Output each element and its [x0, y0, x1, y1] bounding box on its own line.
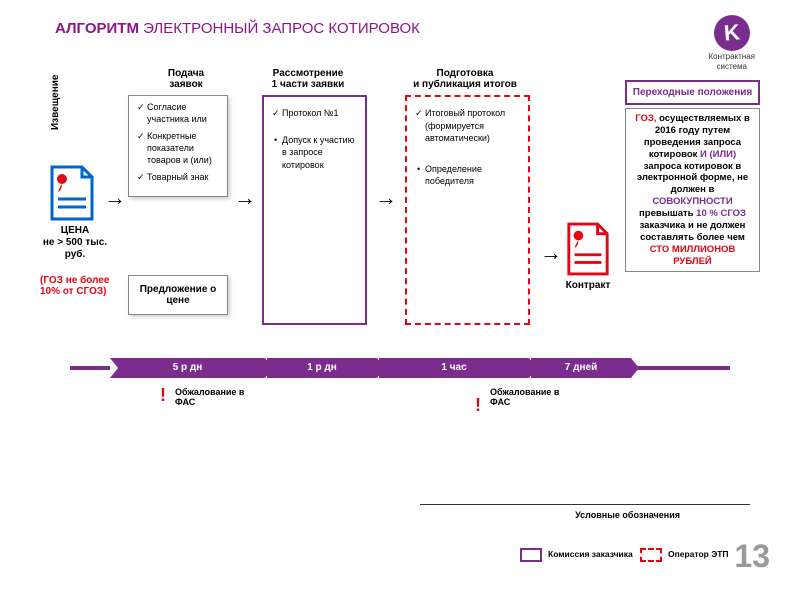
- review-item: Протокол №1: [272, 107, 357, 120]
- legend-item-1: Комиссия заказчика: [520, 548, 633, 562]
- arrow-icon: →: [234, 185, 256, 211]
- legend-swatch-red: [640, 548, 662, 562]
- legend-swatch-purple: [520, 548, 542, 562]
- contract-document-icon: [565, 222, 611, 276]
- price-block: ЦЕНА не > 500 тыс. руб.: [40, 225, 110, 261]
- results-item: Итоговый протокол (формируется автоматич…: [415, 107, 520, 145]
- stage-header-2: Рассмотрение1 части заявки: [258, 68, 358, 90]
- notice-document-icon: [48, 165, 96, 221]
- arrow-icon: →: [104, 185, 126, 211]
- timeline-line: [70, 366, 110, 370]
- timeline-line: [631, 366, 730, 370]
- tb-t1: ГОЗ,: [635, 113, 656, 124]
- vertical-label: Извещение: [50, 75, 61, 130]
- title-rest: ЭЛЕКТРОННЫЙ ЗАПРОС КОТИРОВОК: [143, 20, 420, 37]
- title-bold: АЛГОРИТМ: [55, 20, 139, 37]
- timeline-seg-3: 1 час: [379, 358, 529, 378]
- logo: K Контрактная система: [708, 15, 755, 71]
- apply-item: Товарный знак: [137, 172, 221, 184]
- transitional-title-box: Переходные положения: [625, 80, 760, 105]
- results-item: Определение победителя: [415, 163, 520, 188]
- price-value: не > 500 тыс. руб.: [40, 237, 110, 261]
- exclamation-icon: !: [160, 385, 166, 406]
- transitional-body: ГОЗ, осуществляемых в 2016 году путем пр…: [625, 108, 760, 272]
- page-title: АЛГОРИТМ ЭЛЕКТРОННЫЙ ЗАПРОС КОТИРОВОК: [55, 20, 420, 37]
- contract-label: Контракт: [558, 280, 618, 291]
- appeal-text-1: Обжалование в ФАС: [175, 388, 255, 408]
- appeal-text-2: Обжалование в ФАС: [490, 388, 570, 408]
- apply-box: Согласие участника или Конкретные показа…: [128, 95, 228, 197]
- timeline: 5 р дн 1 р дн 1 час 7 дней: [70, 355, 730, 381]
- tb-t4: запроса котировок в электронной форме, н…: [637, 161, 748, 196]
- legend-label-2: Оператор ЭТП: [668, 550, 729, 559]
- legend-item-2: Оператор ЭТП: [640, 548, 729, 562]
- arrow-icon: →: [540, 240, 562, 266]
- offer-box: Предложение о цене: [128, 275, 228, 315]
- arrow-icon: →: [375, 185, 397, 211]
- stage-header-3: Подготовкаи публикация итогов: [400, 68, 530, 90]
- tb-t5: СОВОКУПНОСТИ: [652, 196, 732, 207]
- results-box: Итоговый протокол (формируется автоматич…: [405, 95, 530, 325]
- exclamation-icon: !: [475, 395, 481, 416]
- legend-title: Условные обозначения: [575, 510, 680, 520]
- legend-divider: [420, 504, 750, 505]
- tb-t6: превышать: [639, 208, 696, 219]
- page-number: 13: [734, 538, 770, 575]
- legend-label-1: Комиссия заказчика: [548, 550, 633, 559]
- tb-t9: СТО МИЛЛИОНОВ РУБЛЕЙ: [650, 244, 736, 267]
- apply-item: Согласие участника или: [137, 102, 221, 125]
- timeline-seg-2: 1 р дн: [267, 358, 377, 378]
- review-box: Протокол №1 Допуск к участию в запросе к…: [262, 95, 367, 325]
- logo-text-1: Контрактная: [708, 53, 755, 61]
- price-title: ЦЕНА: [40, 225, 110, 237]
- review-item: Допуск к участию в запросе котировок: [272, 134, 357, 172]
- tb-t8: заказчика и не должен составлять более ч…: [640, 220, 746, 243]
- timeline-seg-1: 5 р дн: [110, 358, 265, 378]
- apply-item: Конкретные показатели товаров и (или): [137, 131, 221, 166]
- logo-circle-icon: K: [714, 15, 750, 51]
- stage-header-1: Подачазаявок: [146, 68, 226, 90]
- tb-t7: 10 % СГОЗ: [696, 208, 746, 219]
- logo-letter: K: [723, 19, 741, 46]
- price-note: (ГОЗ не более 10% от СГОЗ): [40, 275, 120, 297]
- tb-t3: И (ИЛИ): [700, 149, 736, 160]
- timeline-seg-4: 7 дней: [531, 358, 631, 378]
- logo-text-2: система: [708, 63, 755, 71]
